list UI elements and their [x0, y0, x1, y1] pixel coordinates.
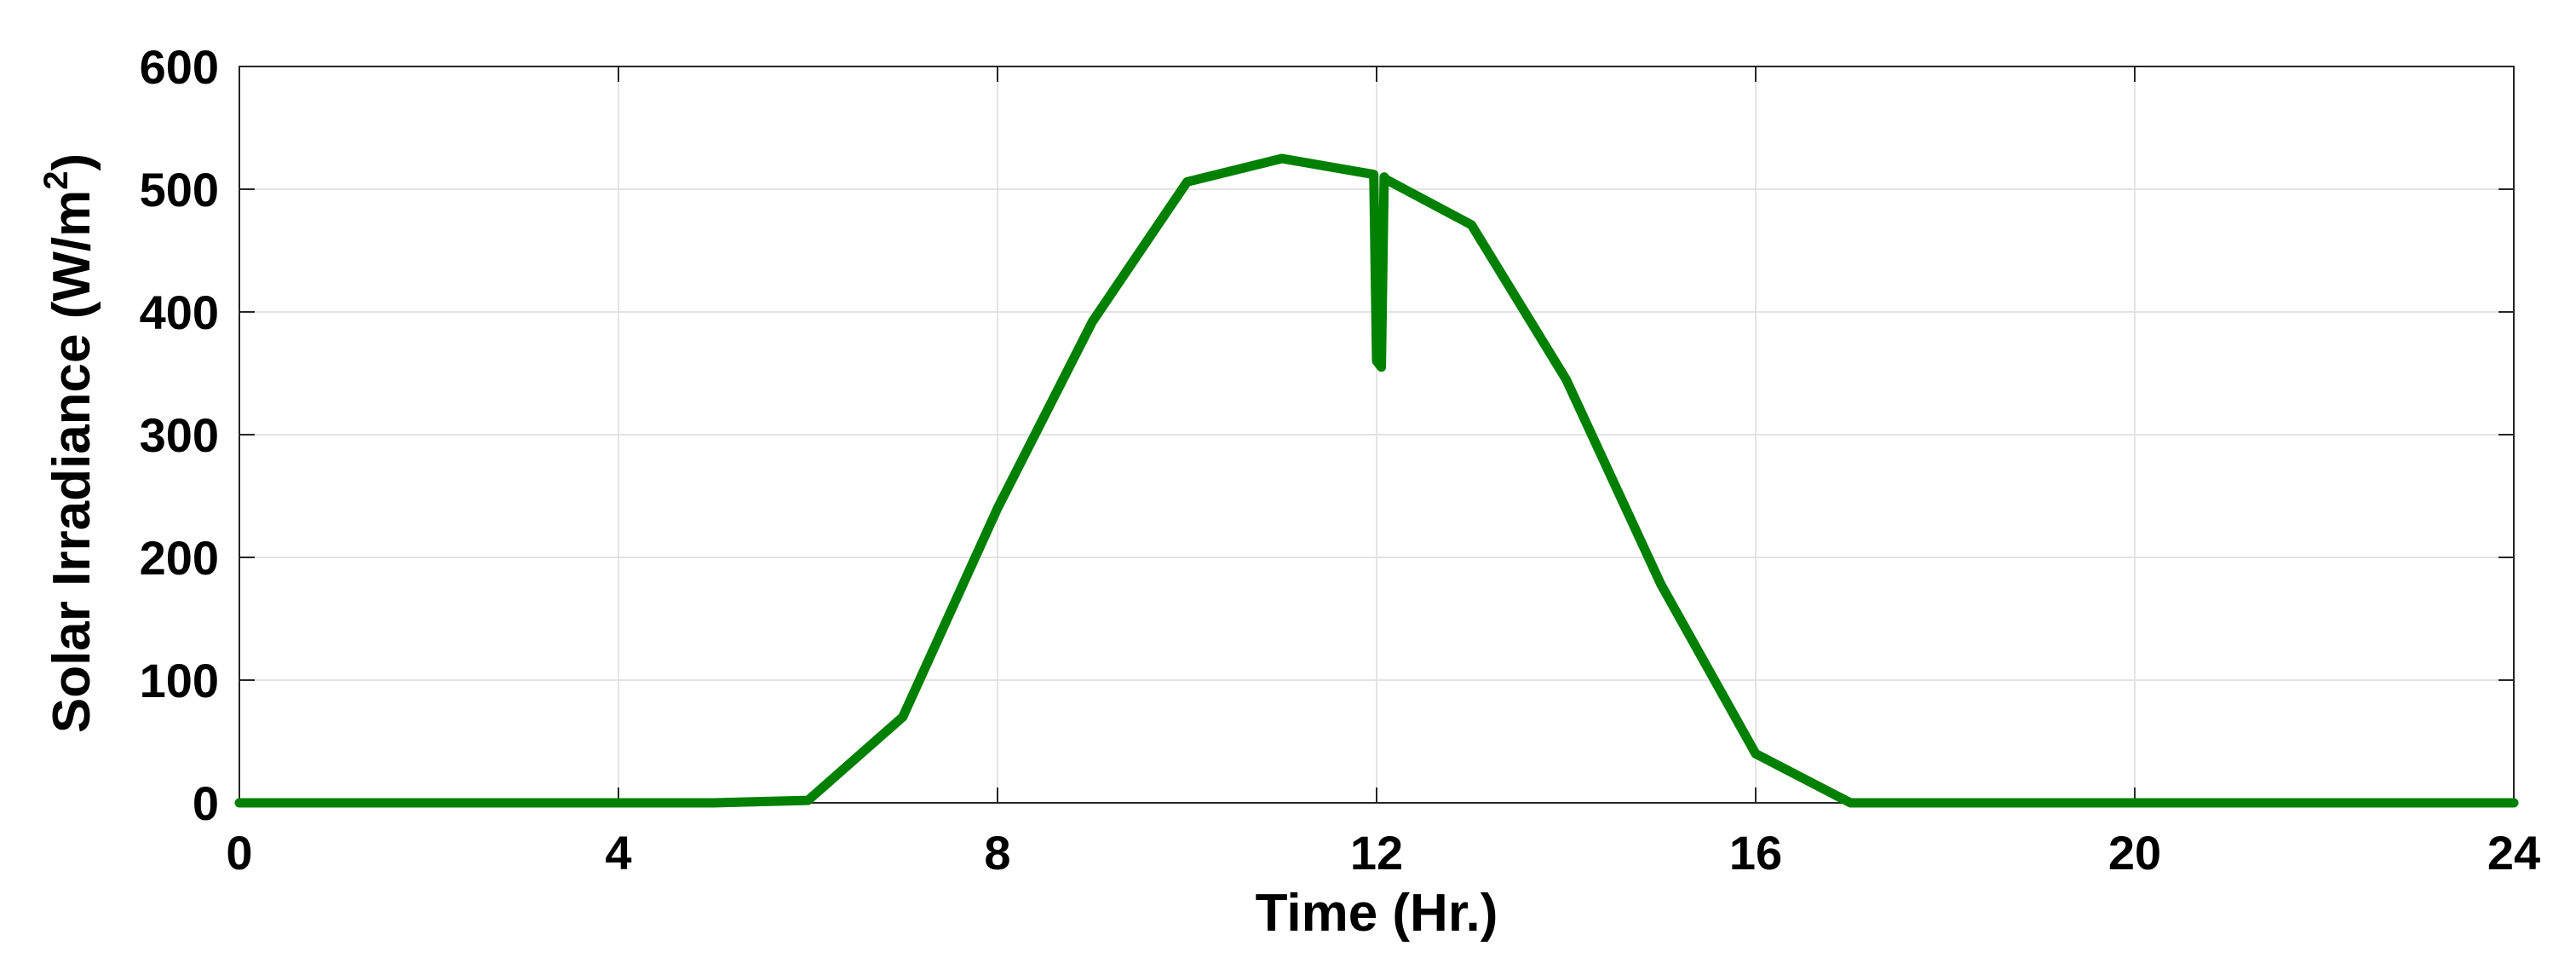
y-tick-label: 600 — [140, 40, 219, 94]
y-tick-label: 400 — [140, 286, 219, 339]
x-tick-label: 16 — [1729, 826, 1782, 880]
x-tick-label: 4 — [605, 826, 631, 880]
axis-ticks: 0 4 8 12 16 20 24 0 100 200 300 400 500 600 — [140, 40, 2541, 880]
y-axis-label-main: Solar Irradiance (W/m — [43, 190, 101, 733]
y-tick-label: 0 — [193, 776, 219, 830]
series-group — [234, 153, 2519, 808]
y-tick-label: 300 — [140, 408, 219, 462]
x-tick-label: 8 — [984, 826, 1010, 880]
series-line — [234, 153, 2519, 808]
x-tick-label: 0 — [226, 826, 252, 880]
y-axis-label: Solar Irradiance (W/m2) — [37, 153, 101, 733]
y-axis-label-superscript: 2 — [37, 170, 75, 189]
x-tick-label: 12 — [1350, 826, 1403, 880]
y-tick-label: 200 — [140, 531, 219, 585]
y-tick-label: 500 — [140, 163, 219, 216]
y-axis-label-end: ) — [43, 153, 101, 171]
x-tick-label: 20 — [2108, 826, 2161, 880]
y-tick-label: 100 — [140, 654, 219, 707]
x-axis-label: Time (Hr.) — [1256, 884, 1498, 943]
x-tick-label: 24 — [2487, 826, 2540, 880]
